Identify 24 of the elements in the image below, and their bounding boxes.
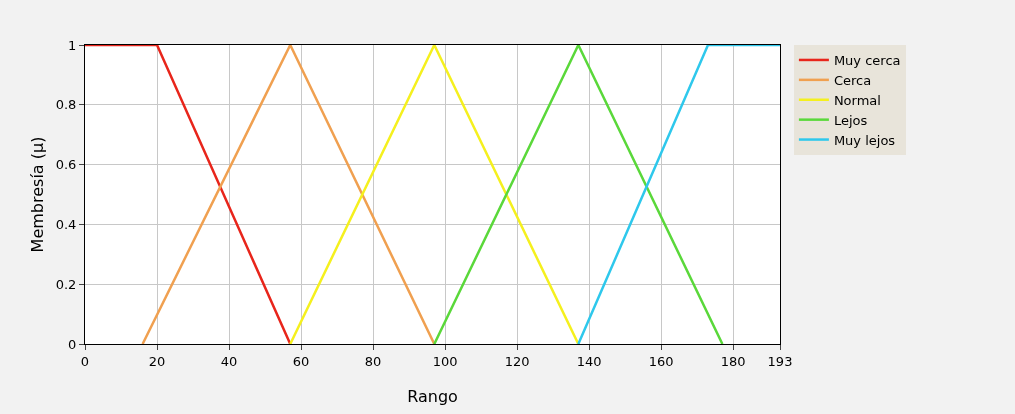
legend-label: Muy lejos	[833, 132, 896, 148]
x-tick-label: 40	[220, 353, 238, 369]
legend-label: Muy cerca	[833, 53, 901, 69]
x-axis-title: Rango	[407, 387, 458, 406]
x-tick-label: 80	[364, 353, 382, 369]
x-tick-label: 140	[576, 353, 602, 369]
legend-label: Normal	[833, 92, 881, 108]
y-tick-label: 0.6	[55, 157, 77, 173]
y-tick-label: 1	[68, 37, 77, 53]
y-axis-title: Membresía (µ)	[28, 136, 47, 253]
x-tick-label: 180	[720, 353, 746, 369]
legend-label: Cerca	[833, 72, 872, 88]
y-tick-label: 0	[68, 336, 77, 352]
x-tick-label: 160	[648, 353, 674, 369]
x-tick-label: 60	[292, 353, 310, 369]
legend-label: Lejos	[833, 112, 868, 128]
x-tick-label: 0	[80, 353, 90, 369]
y-tick-label: 0.2	[55, 276, 77, 292]
x-tick-label: 193	[767, 353, 793, 369]
x-tick-label: 20	[148, 353, 166, 369]
y-tick-label: 0.8	[55, 97, 77, 113]
x-tick-label: 120	[504, 353, 530, 369]
x-tick-label: 100	[432, 353, 458, 369]
y-tick-label: 0.4	[55, 216, 77, 232]
